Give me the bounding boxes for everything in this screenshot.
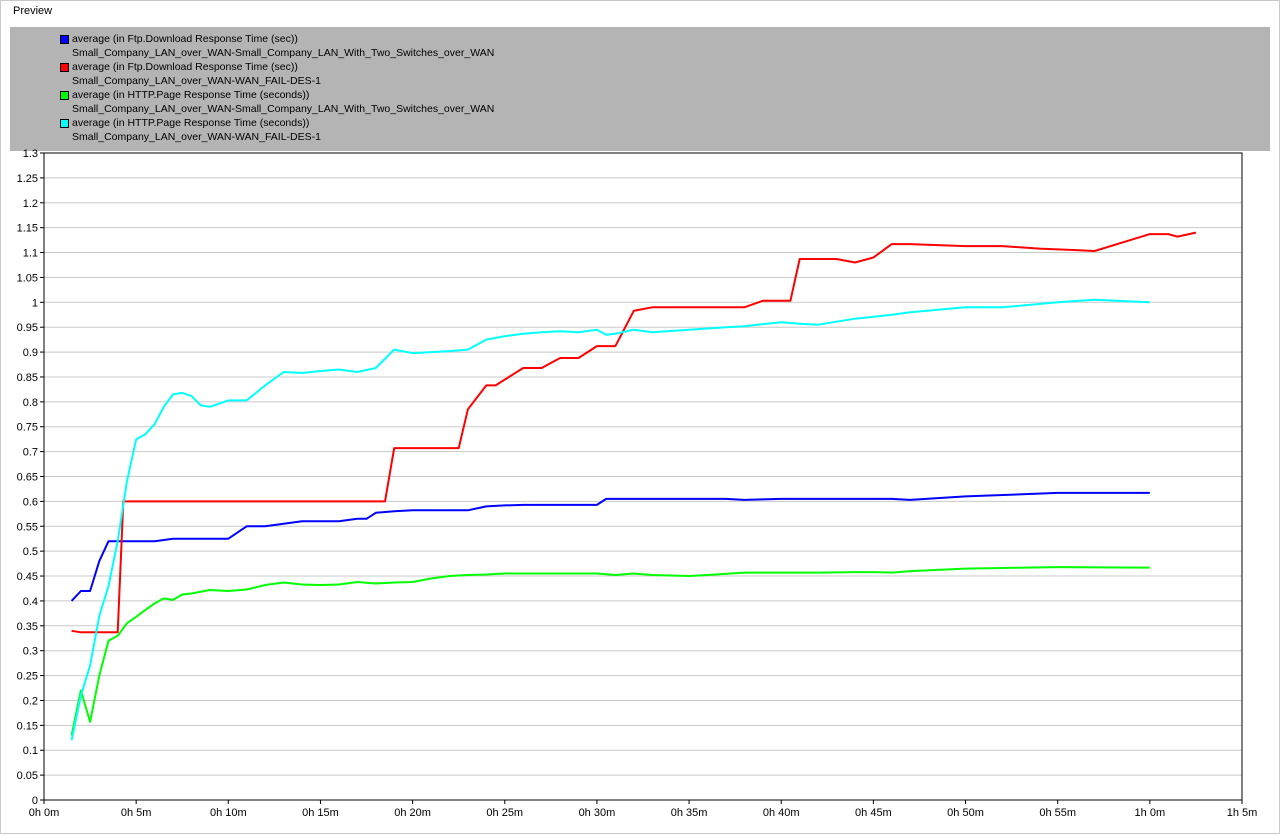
y-tick-label: 0.15 [17,720,38,732]
y-tick-label: 0.65 [17,472,38,484]
y-tick-label: 0.55 [17,521,38,533]
x-tick-label: 1h 5m [1227,807,1258,819]
y-tick-label: 0.85 [17,372,38,384]
x-tick-label: 0h 30m [579,807,616,819]
legend-series-name: average (in HTTP.Page Response Time (sec… [72,89,310,101]
x-tick-label: 0h 0m [29,807,60,819]
y-tick-label: 1.3 [23,148,38,160]
series-line-2 [71,231,1197,634]
x-tick-label: 0h 45m [855,807,892,819]
y-tick-label: 0.1 [23,745,38,757]
legend-swatch-cyan [60,119,69,128]
y-tick-label: 1.05 [17,272,38,284]
legend-scenario-name: Small_Company_LAN_over_WAN-Small_Company… [72,47,495,59]
x-tick-label: 0h 20m [394,807,431,819]
y-tick-label: 0.05 [17,770,38,782]
y-tick-label: 0.6 [23,496,38,508]
x-tick-label: 0h 10m [210,807,247,819]
legend-scenario-name: Small_Company_LAN_over_WAN-WAN_FAIL-DES-… [72,75,321,87]
x-tick-label: 0h 25m [486,807,523,819]
y-tick-label: 0.25 [17,671,38,683]
x-tick-label: 0h 35m [671,807,708,819]
y-tick-label: 1.2 [23,198,38,210]
y-tick-label: 0.5 [23,546,38,558]
legend-series-name: average (in HTTP.Page Response Time (sec… [72,117,310,129]
plot-border [43,152,1243,801]
x-tick-label: 0h 5m [121,807,152,819]
y-tick-label: 1.15 [17,223,38,235]
x-tick-label: 0h 50m [947,807,984,819]
series-line-1 [70,491,1150,602]
legend-swatch-red [60,63,69,72]
y-tick-label: 0.8 [23,397,38,409]
y-tick-label: 0.4 [23,596,38,608]
series-line-3 [70,566,1150,736]
y-tick-label: 0.95 [17,322,38,334]
legend-panel: average (in Ftp.Download Response Time (… [10,27,1270,151]
y-tick-label: 0 [32,795,38,807]
series-line-4 [70,298,1150,741]
y-tick-label: 1.1 [23,248,38,260]
legend-series-name: average (in Ftp.Download Response Time (… [72,61,298,73]
y-tick-label: 0.75 [17,422,38,434]
y-tick-label: 0.45 [17,571,38,583]
y-tick-label: 1.25 [17,173,38,185]
y-tick-label: 0.9 [23,347,38,359]
legend-scenario-name: Small_Company_LAN_over_WAN-WAN_FAIL-DES-… [72,131,321,143]
x-tick-label: 0h 55m [1039,807,1076,819]
legend-scenario-name: Small_Company_LAN_over_WAN-Small_Company… [72,103,495,115]
y-tick-label: 1 [32,297,38,309]
y-tick-label: 0.7 [23,447,38,459]
series-lines [70,231,1197,741]
legend-swatch-green [60,91,69,100]
legend-swatch-blue [60,35,69,44]
y-tick-label: 0.2 [23,695,38,707]
x-tick-label: 0h 40m [763,807,800,819]
x-tick-label: 0h 15m [302,807,339,819]
axes: 0 0.05 0.1 0.15 0.2 0.25 0.3 0.35 0.4 0.45 0.5 0.55… [17,148,1258,819]
y-tick-label: 0.3 [23,646,38,658]
panel-title: Preview [10,5,56,17]
y-tick-label: 0.35 [17,621,38,633]
x-tick-label: 1h 0m [1135,807,1166,819]
legend-series-name: average (in Ftp.Download Response Time (… [72,33,298,45]
